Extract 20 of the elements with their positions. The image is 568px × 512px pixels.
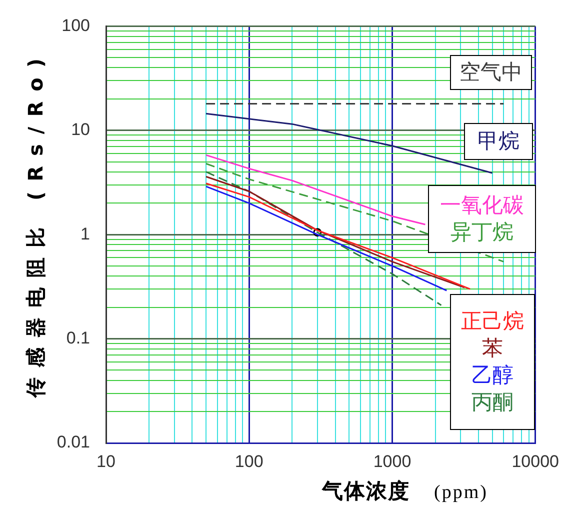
x-tick-label: 100 bbox=[234, 452, 264, 471]
label-box: 一氧化碳 异丁烷 bbox=[428, 185, 536, 253]
x-tick-label: 10 bbox=[96, 452, 116, 471]
series-label: 正己烷 bbox=[461, 308, 524, 335]
x-tick-label: 1000 bbox=[373, 452, 412, 471]
label-box: 甲烷 bbox=[464, 123, 533, 160]
y-tick-label: 0.1 bbox=[66, 328, 90, 348]
y-tick-label: 1 bbox=[80, 224, 90, 244]
y-tick-label: 100 bbox=[62, 16, 90, 35]
y-tick-label: 0.01 bbox=[56, 432, 90, 452]
series-label: 空气中 bbox=[460, 59, 522, 86]
y-axis-title: 传感器电阻比 (Rs/Ro) bbox=[22, 48, 48, 398]
series-label: 甲烷 bbox=[478, 128, 520, 155]
y-tick-label: 10 bbox=[71, 120, 90, 140]
series-label: 异丁烷 bbox=[450, 219, 514, 246]
x-tick-label: 10000 bbox=[512, 452, 560, 471]
label-box: 空气中 bbox=[450, 55, 532, 90]
label-box: 正己烷 苯 乙醇 丙酮 bbox=[450, 294, 535, 430]
x-axis-title: 气体浓度 (ppm) bbox=[322, 479, 488, 503]
series-label: 一氧化碳 bbox=[440, 192, 524, 219]
